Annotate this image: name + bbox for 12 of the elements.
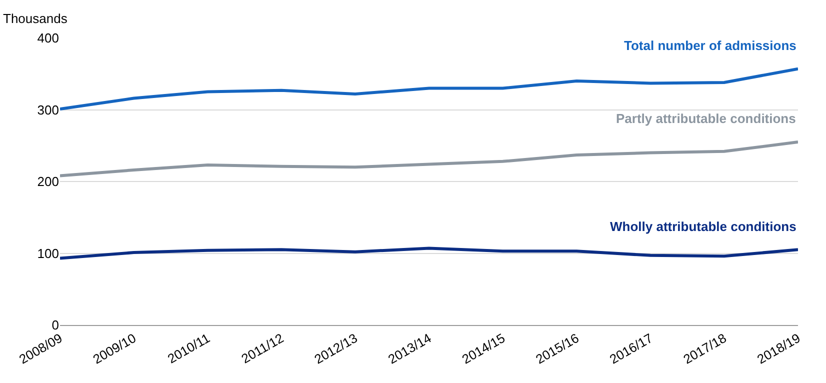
- y-tick-label: 400: [37, 30, 59, 46]
- line-series: [60, 140, 798, 178]
- y-tick-label: 100: [37, 246, 59, 261]
- series-label: Partly attributable conditions: [616, 111, 796, 126]
- line-series: [60, 67, 798, 111]
- series-label: Total number of admissions: [624, 38, 796, 53]
- series-label: Wholly attributable conditions: [610, 219, 796, 234]
- y-tick-label: 200: [37, 174, 59, 190]
- y-axis-title: Thousands: [3, 11, 68, 26]
- line-series: [60, 246, 798, 260]
- y-tick-label: 300: [37, 102, 59, 118]
- y-tick-label: 0: [52, 318, 59, 333]
